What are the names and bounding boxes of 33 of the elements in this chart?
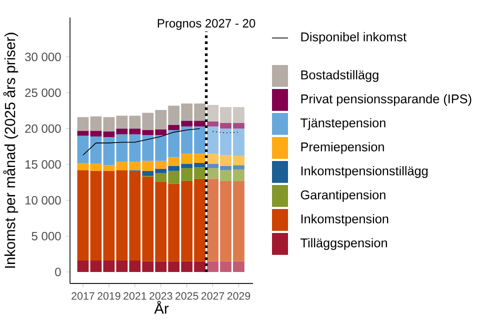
legend-label: Bostadstillägg <box>301 70 378 82</box>
y-tick-label: 10 000 <box>26 196 61 205</box>
x-tick-label: 2025 <box>175 292 198 300</box>
x-tick-label: 2027 <box>201 292 224 300</box>
ref-line-label: Prognos 2027 - 20 <box>158 19 256 30</box>
legend-label: Tjänstepension <box>300 118 386 130</box>
x-tick-label: 2021 <box>124 292 146 300</box>
y-axis-title: Inkomst per månad (2025 års priser) <box>3 32 18 268</box>
y-tick-label: 20 000 <box>25 124 61 133</box>
bar <box>77 136 89 164</box>
y-tick-label: 30 000 <box>25 52 61 62</box>
legend-label: Disponibel inkomst <box>301 32 406 44</box>
bar <box>77 170 89 261</box>
x-tick-label: 2019 <box>98 292 120 300</box>
bar <box>77 117 89 131</box>
legend-label: Tilläggspension <box>300 238 387 250</box>
legend-label: Premiepension <box>301 142 384 154</box>
legend-label: Privat pensionssparande (IPS) <box>301 94 472 106</box>
bar <box>77 130 89 136</box>
line-series <box>82 128 200 156</box>
y-tick-label: 5 000 <box>32 232 61 240</box>
x-tick-label: 2017 <box>72 292 94 300</box>
x-tick-label: 2029 <box>227 292 250 300</box>
y-tick-label: 0 <box>55 268 61 276</box>
y-tick-label: 25 000 <box>25 88 61 97</box>
x-tick-label: 2023 <box>150 292 172 300</box>
legend-label: Inkomstpension <box>301 214 388 226</box>
legend-label: Garantipension <box>300 190 386 202</box>
x-axis-title: År <box>154 300 169 314</box>
legend-label: Inkomstpensionstillägg <box>301 166 428 178</box>
y-tick-label: 15 000 <box>26 160 61 169</box>
bar <box>77 260 89 272</box>
bar <box>77 163 89 170</box>
